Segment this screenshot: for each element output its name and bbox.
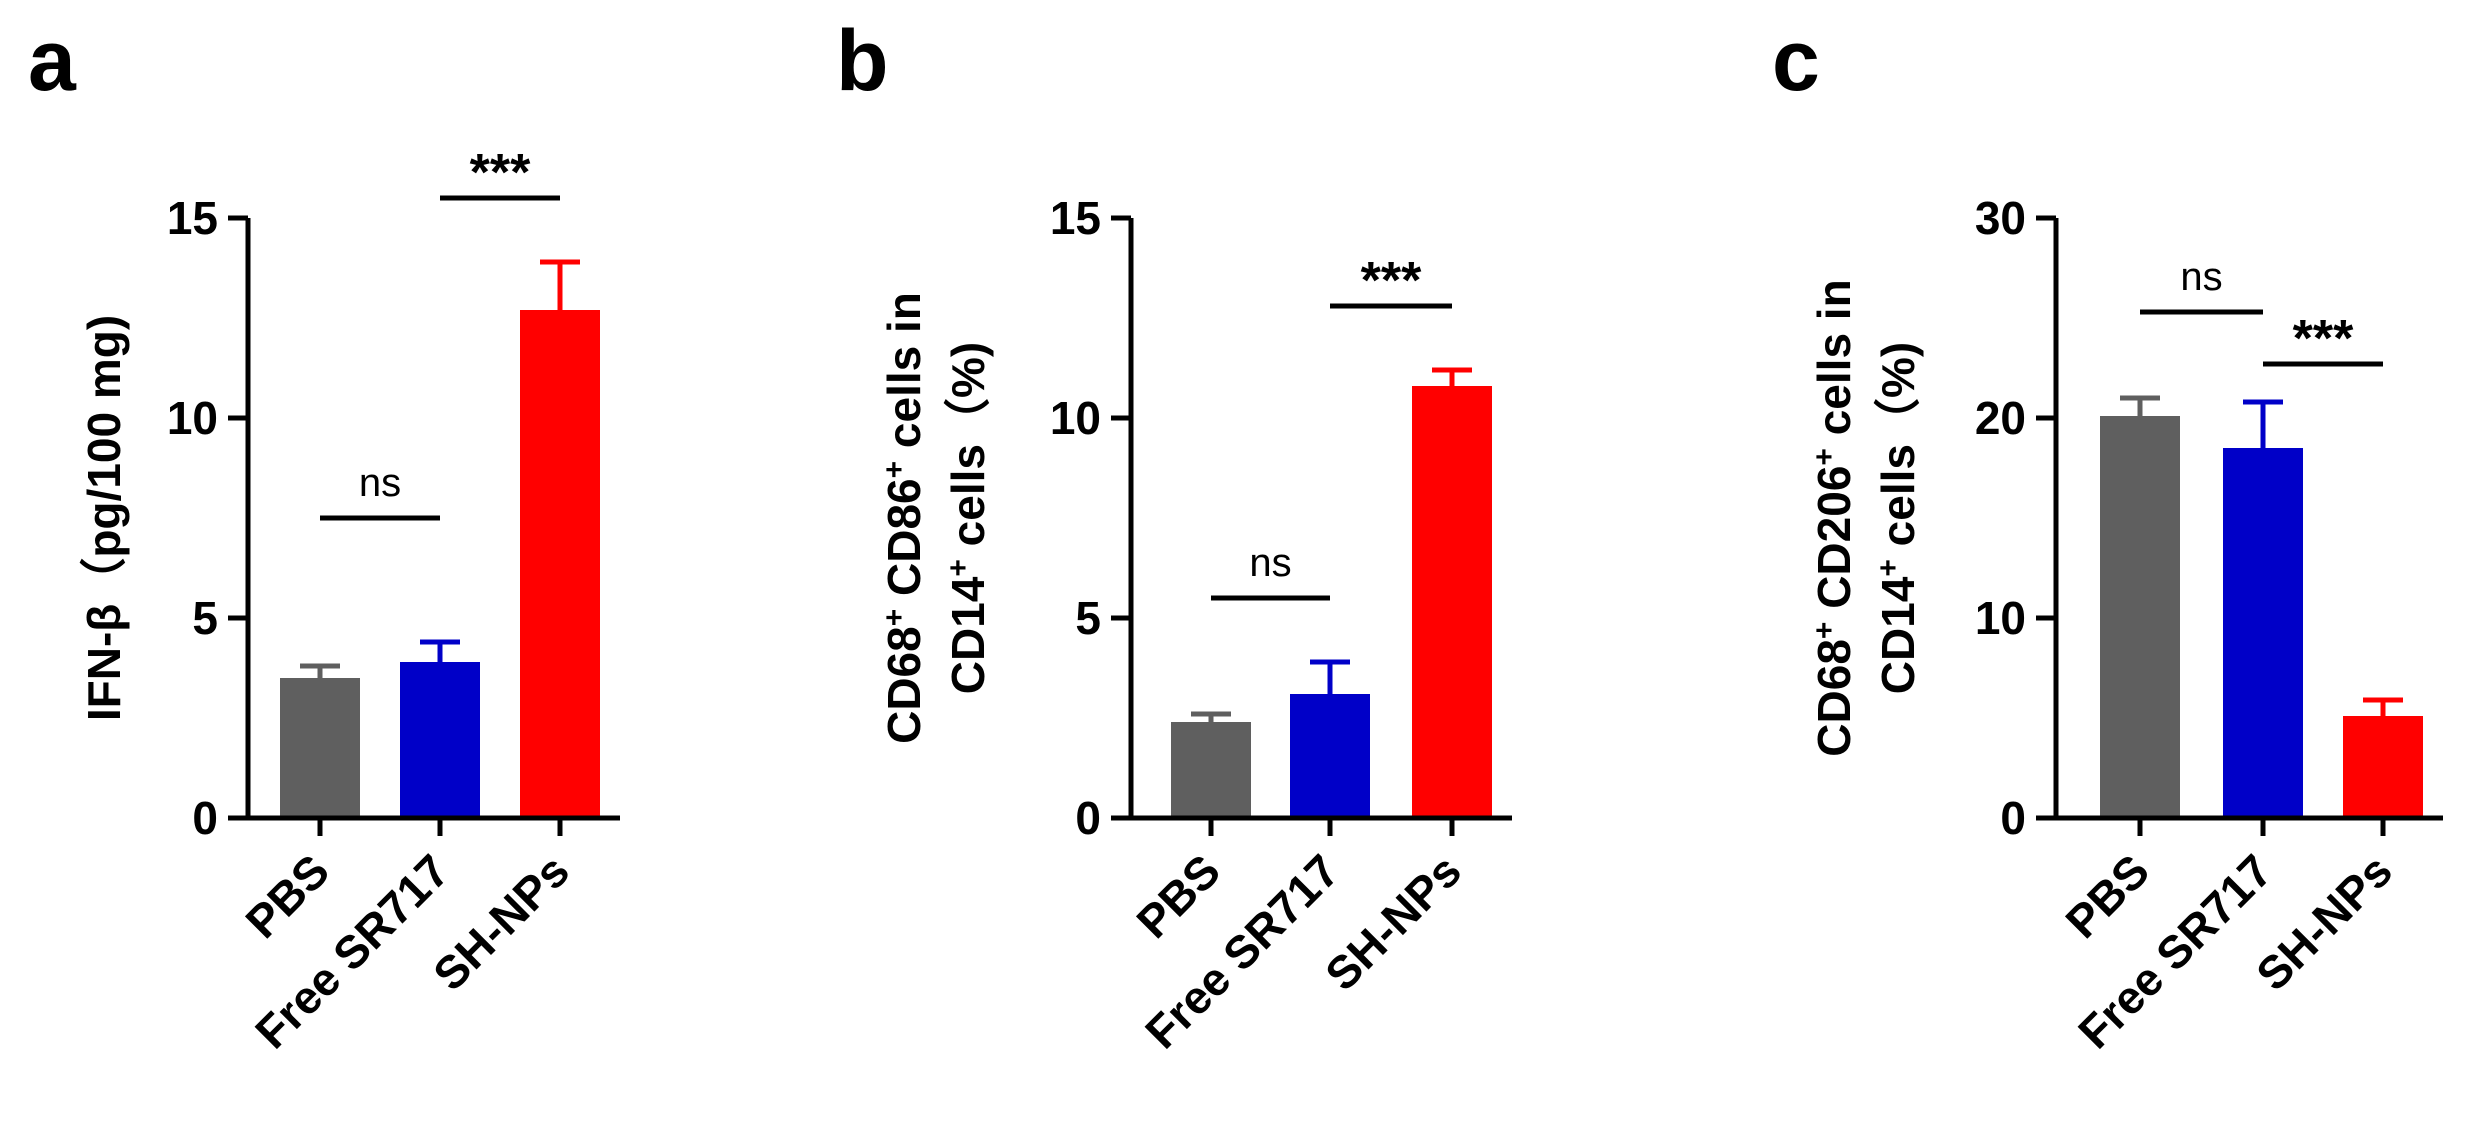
bar-free-sr717	[1290, 694, 1370, 818]
bar-free-sr717	[2223, 448, 2303, 818]
ylabel-run: cells（%)	[942, 342, 994, 559]
y-tick-label: 0	[192, 792, 218, 844]
ylabel-run: CD206	[1808, 466, 1860, 622]
y-tick-label: 10	[1050, 392, 1101, 444]
y-tick-label: 0	[2000, 792, 2026, 844]
category-label: SH-NPs	[1315, 844, 1471, 1000]
y-tick-label: 5	[192, 592, 218, 644]
ylabel-run: cells in	[878, 292, 930, 461]
ylabel-run: CD68	[878, 626, 930, 744]
significance-ns: ns	[359, 461, 401, 505]
bar-pbs	[280, 678, 360, 818]
panel-letter-b: b	[836, 13, 889, 109]
y-tick-label: 5	[1075, 592, 1101, 644]
y-axis-title-line-2: CD14+ cells（%)	[1872, 342, 1925, 694]
significance-stars: ***	[1361, 252, 1422, 310]
panel-letter-a: a	[28, 13, 77, 109]
y-tick-label: 0	[1075, 792, 1101, 844]
y-tick-label: 15	[167, 192, 218, 244]
bar-free-sr717	[400, 662, 480, 818]
significance-stars: ***	[470, 144, 531, 202]
category-label: SH-NPs	[2246, 844, 2402, 1000]
ylabel-run: IFN-β（pg/100 mg)	[78, 315, 130, 721]
y-axis-title-line-1: CD68+ CD206+ cells in	[1808, 279, 1861, 756]
category-label: SH-NPs	[423, 844, 579, 1000]
y-axis-title-line-2: CD14+ cells（%)	[942, 342, 995, 694]
superscript-plus: +	[1808, 448, 1841, 466]
ylabel-run: cells in	[1808, 279, 1860, 448]
panel-letter-c: c	[1772, 13, 1820, 109]
superscript-plus: +	[1808, 622, 1841, 640]
bar-sh-nps	[1412, 386, 1492, 818]
superscript-plus: +	[878, 609, 911, 627]
superscript-plus: +	[1872, 559, 1905, 577]
y-tick-label: 10	[1975, 592, 2026, 644]
y-tick-label: 20	[1975, 392, 2026, 444]
significance-ns: ns	[2180, 255, 2222, 299]
y-tick-label: 30	[1975, 192, 2026, 244]
ylabel-run: cells（%)	[1872, 342, 1924, 559]
superscript-plus: +	[878, 461, 911, 479]
bar-sh-nps	[2343, 716, 2423, 818]
bar-pbs	[1171, 722, 1251, 818]
y-axis-title: IFN-β（pg/100 mg)	[78, 315, 130, 721]
category-label: PBS	[235, 844, 339, 948]
ylabel-run: CD14	[942, 576, 994, 694]
y-tick-label: 15	[1050, 192, 1101, 244]
category-label: PBS	[2055, 844, 2159, 948]
ylabel-run: CD14	[1872, 576, 1924, 694]
significance-ns: ns	[1249, 541, 1291, 585]
significance-stars: ***	[2293, 310, 2354, 368]
y-tick-label: 10	[167, 392, 218, 444]
ylabel-run: CD86	[878, 478, 930, 608]
bar-sh-nps	[520, 310, 600, 818]
y-axis-title-line-1: CD68+ CD86+ cells in	[878, 292, 931, 744]
category-label: PBS	[1126, 844, 1230, 948]
bar-pbs	[2100, 416, 2180, 818]
ylabel-run: CD68	[1808, 639, 1860, 757]
superscript-plus: +	[942, 559, 975, 577]
